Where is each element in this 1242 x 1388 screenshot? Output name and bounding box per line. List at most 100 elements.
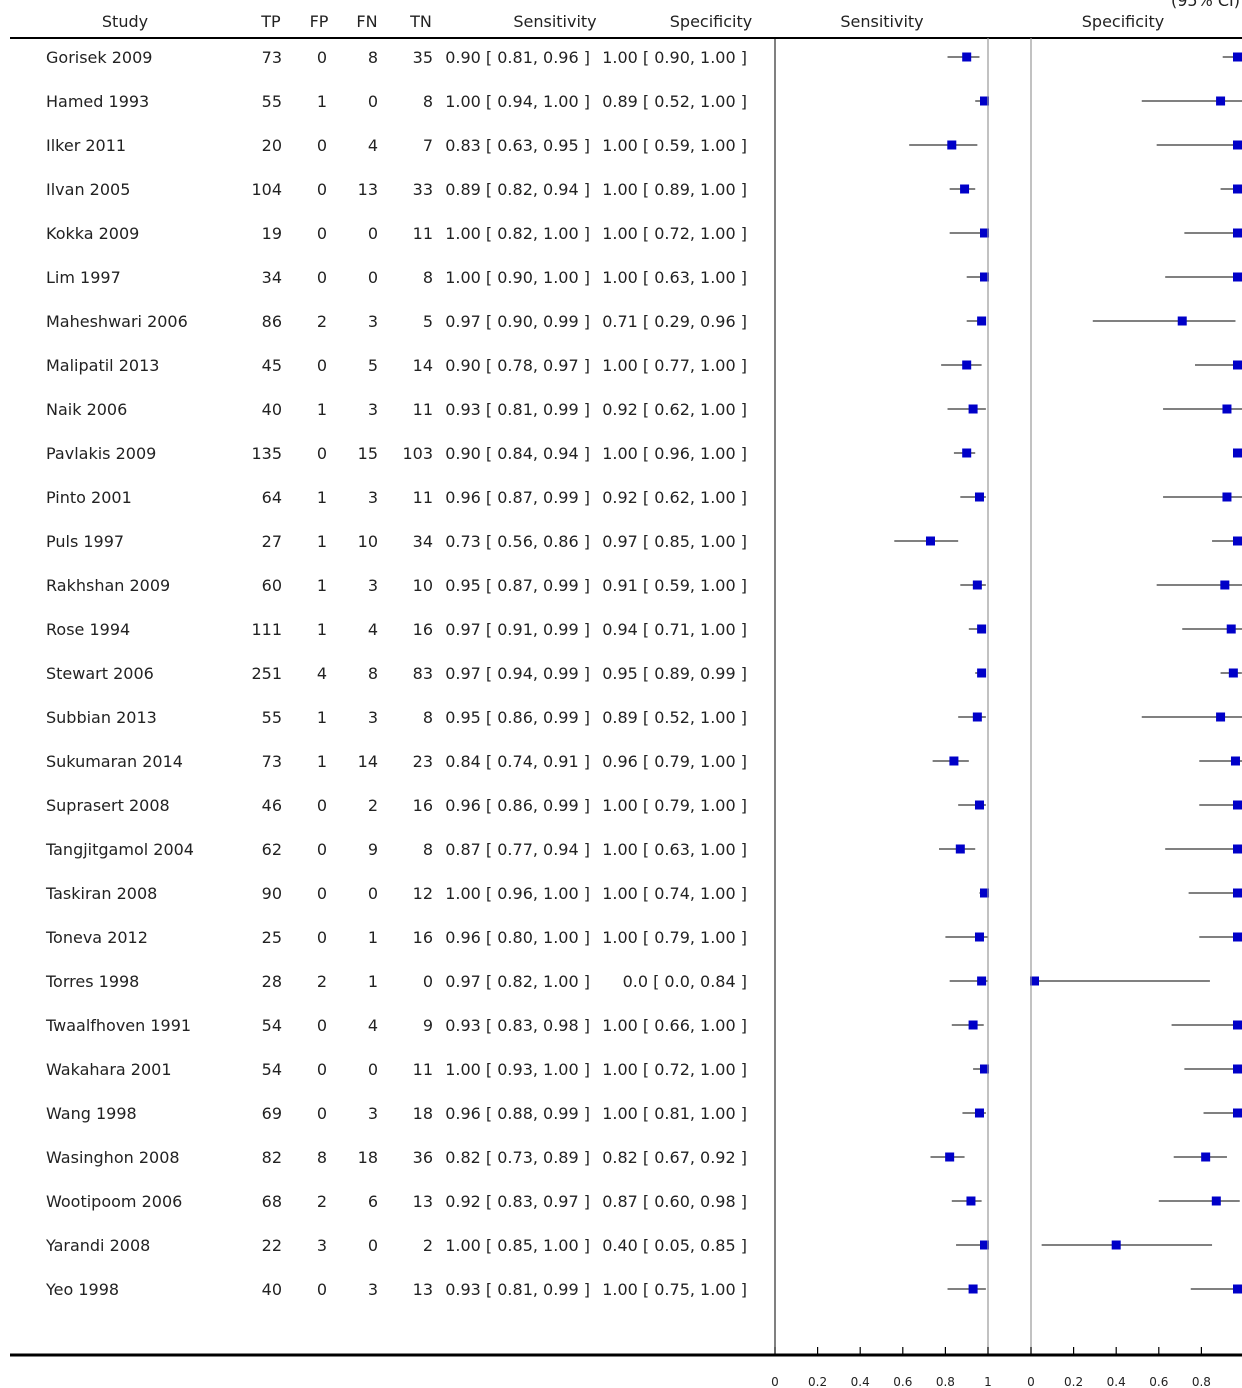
specificity-value: 1.00 [ 0.79, 1.00 ] [602, 928, 747, 947]
tp-value: 45 [262, 356, 282, 375]
sensitivity-value: 0.93 [ 0.81, 0.99 ] [445, 400, 590, 419]
tp-value: 46 [262, 796, 282, 815]
fn-value: 1 [368, 972, 378, 991]
specificity-value: 0.91 [ 0.59, 1.00 ] [602, 576, 747, 595]
fn-value: 5 [368, 356, 378, 375]
table-row: Subbian 2013 55 1 3 8 0.95 [ 0.86, 0.99 ] 0.89… [46, 708, 1242, 727]
tn-value: 35 [413, 48, 433, 67]
fn-value: 0 [368, 92, 378, 111]
study-name: Twaalfhoven 1991 [45, 1016, 191, 1035]
fp-value: 0 [317, 224, 327, 243]
fp-value: 3 [317, 1236, 327, 1255]
sensitivity-value: 1.00 [ 0.93, 1.00 ] [445, 1060, 590, 1079]
sensitivity-point-marker [968, 1020, 978, 1030]
tp-value: 62 [262, 840, 282, 859]
sensitivity-point-marker [980, 1240, 989, 1250]
table-row: Malipatil 2013 45 0 5 14 0.90 [ 0.78, 0.97 ] 1… [46, 356, 1242, 375]
fp-value: 2 [317, 1192, 327, 1211]
fn-value: 3 [368, 1280, 378, 1299]
tn-value: 14 [413, 356, 433, 375]
table-row: Lim 1997 34 0 0 8 1.00 [ 0.90, 1.00 ] 1.00 [ 0… [46, 268, 1242, 287]
table-row: Yarandi 2008 22 3 0 2 1.00 [ 0.85, 1.00 ] 0.40… [45, 1236, 1213, 1255]
specificity-point-marker [1201, 1152, 1211, 1162]
specificity-point-marker [1233, 184, 1242, 194]
fp-value: 2 [317, 972, 327, 991]
x-tick-label: 0.6 [893, 1375, 912, 1388]
fn-value: 0 [368, 224, 378, 243]
fn-value: 3 [368, 312, 378, 331]
specificity-value: 1.00 [ 0.66, 1.00 ] [602, 1016, 747, 1035]
specificity-value: 0.92 [ 0.62, 1.00 ] [602, 488, 747, 507]
tn-value: 12 [413, 884, 433, 903]
sensitivity-value: 0.90 [ 0.81, 0.96 ] [445, 48, 590, 67]
specificity-value: 0.0 [ 0.0, 0.84 ] [623, 972, 747, 991]
tp-value: 111 [251, 620, 282, 639]
x-tick-label: 0.8 [1192, 1375, 1211, 1388]
sensitivity-point-marker [980, 272, 989, 282]
table-row: Sukumaran 2014 73 1 14 23 0.84 [ 0.74, 0.91 ]… [46, 752, 1242, 771]
fn-value: 3 [368, 488, 378, 507]
fp-value: 1 [317, 488, 327, 507]
study-name: Lim 1997 [46, 268, 121, 287]
col-header-fn: FN [356, 12, 377, 31]
x-tick-label: 0 [1027, 1375, 1035, 1388]
sensitivity-point-marker [972, 580, 982, 590]
specificity-point-marker [1177, 316, 1187, 326]
table-row: Yeo 1998 40 0 3 13 0.93 [ 0.81, 0.99 ] 1.00 [ … [45, 1280, 1242, 1299]
specificity-point-marker [1030, 976, 1039, 986]
sensitivity-point-marker [972, 712, 982, 722]
specificity-value: 0.40 [ 0.05, 0.85 ] [602, 1236, 747, 1255]
x-tick-label: 0 [771, 1375, 779, 1388]
sensitivity-point-marker [962, 52, 972, 62]
table-row: Maheshwari 2006 86 2 3 5 0.97 [ 0.90, 0.99 ] 0… [46, 312, 1236, 331]
fn-value: 4 [368, 136, 378, 155]
tn-value: 16 [413, 796, 433, 815]
fn-value: 0 [368, 1060, 378, 1079]
sensitivity-point-marker [968, 1284, 978, 1294]
table-row: Wakahara 2001 54 0 0 11 1.00 [ 0.93, 1.00 ] 1.… [46, 1060, 1242, 1079]
specificity-value: 1.00 [ 0.79, 1.00 ] [602, 796, 747, 815]
sensitivity-point-marker [980, 1064, 989, 1074]
sensitivity-value: 0.90 [ 0.84, 0.94 ] [445, 444, 590, 463]
specificity-value: 1.00 [ 0.75, 1.00 ] [602, 1280, 747, 1299]
fp-value: 1 [317, 92, 327, 111]
x-tick-label: 1 [984, 1375, 992, 1388]
table-row: Pinto 2001 64 1 3 11 0.96 [ 0.87, 0.99 ] 0.92 … [46, 488, 1242, 507]
study-name: Tangjitgamol 2004 [45, 840, 194, 859]
tn-value: 13 [413, 1280, 433, 1299]
specificity-point-marker [1233, 844, 1242, 854]
specificity-point-marker [1233, 1020, 1242, 1030]
table-row: Puls 1997 27 1 10 34 0.73 [ 0.56, 0.86 ] 0.97 … [46, 532, 1242, 551]
sensitivity-value: 0.95 [ 0.86, 0.99 ] [445, 708, 590, 727]
specificity-value: 1.00 [ 0.59, 1.00 ] [602, 136, 747, 155]
specificity-value: 1.00 [ 0.72, 1.00 ] [602, 1060, 747, 1079]
sensitivity-point-marker [962, 448, 972, 458]
table-row: Hamed 1993 55 1 0 8 1.00 [ 0.94, 1.00 ] 0.89 [… [46, 92, 1242, 111]
study-name: Pavlakis 2009 [46, 444, 156, 463]
fp-value: 0 [317, 48, 327, 67]
table-row: Rose 1994 111 1 4 16 0.97 [ 0.91, 0.99 ] 0.94 … [46, 620, 1242, 639]
specificity-value: 0.89 [ 0.52, 1.00 ] [602, 92, 747, 111]
fp-value: 0 [317, 884, 327, 903]
col-header-tp: TP [260, 12, 281, 31]
sensitivity-value: 0.84 [ 0.74, 0.91 ] [445, 752, 590, 771]
specificity-point-marker [1216, 712, 1226, 722]
sensitivity-value: 0.90 [ 0.78, 0.97 ] [445, 356, 590, 375]
tp-value: 86 [262, 312, 282, 331]
fn-value: 4 [368, 620, 378, 639]
fn-value: 18 [358, 1148, 378, 1167]
tp-value: 54 [262, 1060, 282, 1079]
tp-value: 68 [262, 1192, 282, 1211]
specificity-value: 1.00 [ 0.72, 1.00 ] [602, 224, 747, 243]
fp-value: 0 [317, 268, 327, 287]
table-row: Twaalfhoven 1991 54 0 4 9 0.93 [ 0.83, 0.98 ]… [45, 1016, 1242, 1035]
specificity-value: 1.00 [ 0.89, 1.00 ] [602, 180, 747, 199]
study-name: Hamed 1993 [46, 92, 149, 111]
fn-value: 3 [368, 1104, 378, 1123]
sensitivity-point-marker [947, 140, 957, 150]
specificity-point-marker [1233, 1284, 1242, 1294]
tn-value: 16 [413, 928, 433, 947]
sensitivity-point-marker [980, 228, 989, 238]
table-row: Tangjitgamol 2004 62 0 9 8 0.87 [ 0.77, 0.94 … [45, 840, 1242, 859]
